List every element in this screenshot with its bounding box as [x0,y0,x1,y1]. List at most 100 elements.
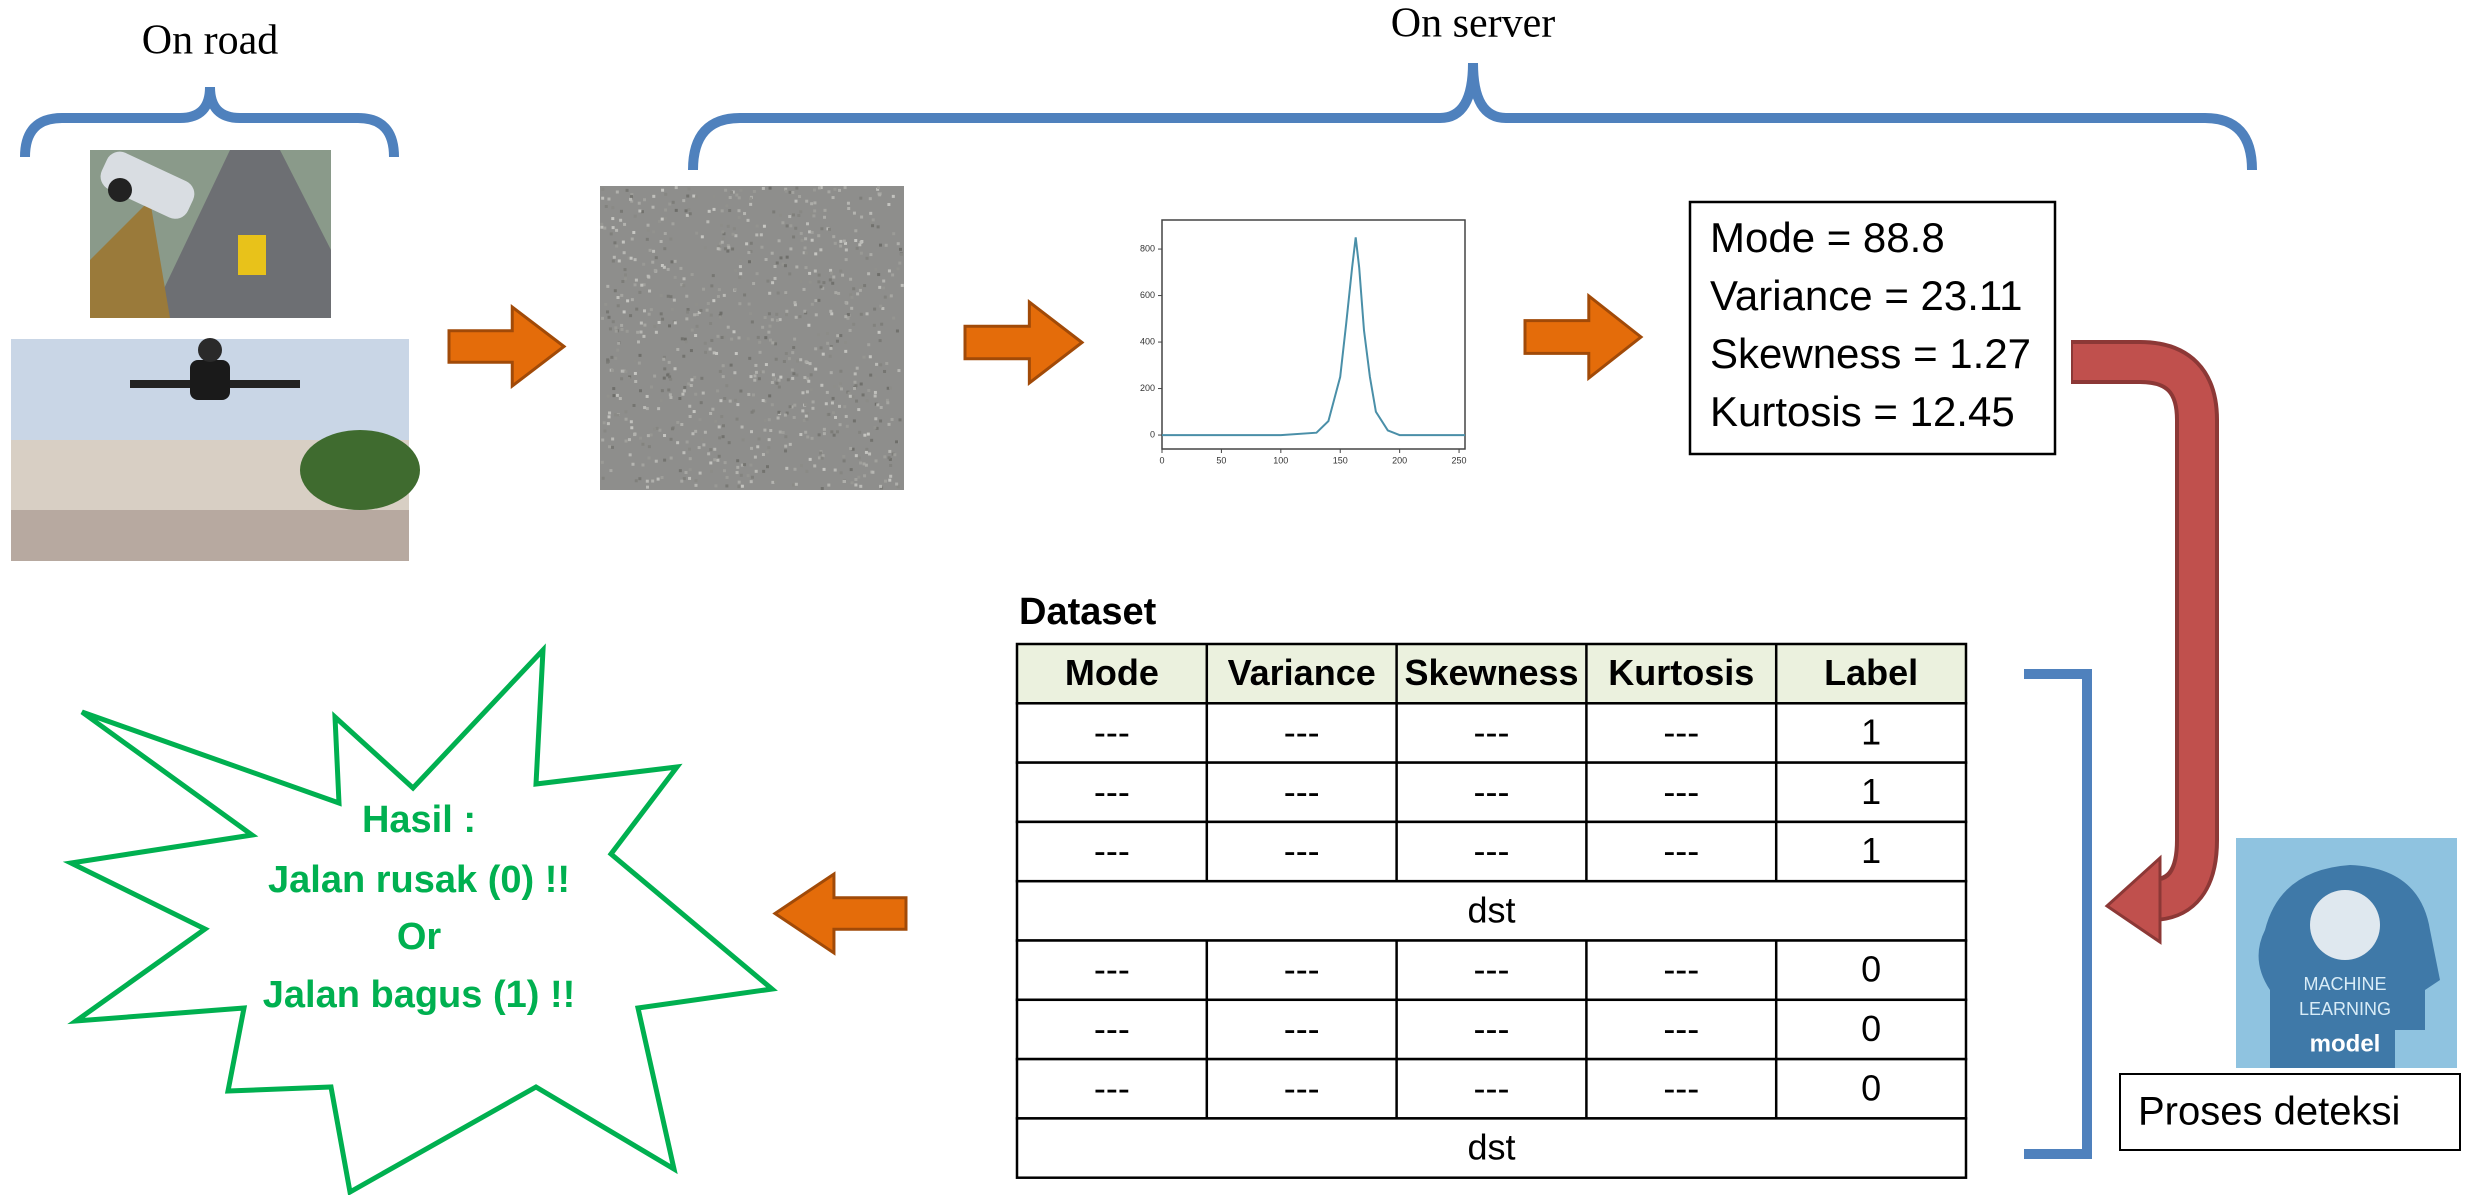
table-cell: --- [1094,1008,1130,1049]
column-header: Label [1824,652,1918,693]
texture-speck [686,440,689,443]
texture-speck [789,224,792,227]
texture-speck [632,463,635,466]
texture-speck [771,281,774,284]
texture-speck [788,215,791,218]
texture-speck [829,355,832,358]
texture-speck [826,332,829,335]
texture-speck [854,478,857,481]
texture-speck [763,429,766,432]
texture-speck [600,223,603,226]
texture-speck [880,323,883,326]
texture-speck [726,476,729,479]
texture-speck [795,187,798,190]
y-tick-label: 800 [1140,243,1155,253]
texture-speck [695,303,698,306]
texture-speck [754,374,757,377]
texture-speck [792,372,795,375]
texture-speck [820,384,823,387]
texture-speck [695,479,698,482]
texture-speck [612,226,615,229]
texture-speck [691,273,694,276]
texture-speck [868,452,871,455]
texture-speck [669,295,672,298]
texture-speck [725,384,728,387]
texture-speck [670,457,673,460]
texture-speck [643,324,646,327]
texture-speck [800,280,803,283]
texture-speck [803,419,806,422]
texture-speck [716,459,719,462]
texture-speck [775,358,778,361]
texture-speck [614,357,617,360]
texture-speck [897,267,900,270]
texture-speck [655,460,658,463]
table-cell: --- [1474,711,1510,752]
texture-speck [687,187,690,190]
texture-speck [804,246,807,249]
texture-speck [867,433,870,436]
texture-speck [761,326,764,329]
texture-speck [741,485,744,488]
texture-speck [845,301,848,304]
page: { "header": {"on_road": "On road", "on_s… [0,0,2470,1195]
texture-speck [801,409,804,412]
texture-speck [722,364,725,367]
texture-speck [601,439,604,442]
texture-speck [784,435,787,438]
texture-speck [653,375,656,378]
texture-speck [851,395,854,398]
texture-speck [843,405,846,408]
texture-speck [775,382,778,385]
texture-speck [848,392,851,395]
texture-speck [901,284,904,287]
flow-arrow [965,302,1082,383]
texture-speck [805,418,808,421]
texture-speck [860,216,863,219]
texture-speck [845,415,848,418]
texture-speck [612,260,615,263]
texture-speck [608,411,611,414]
texture-speck [846,425,849,428]
texture-speck [771,341,774,344]
ml-image-text: model [2310,1030,2381,1057]
road-texture [600,186,904,490]
texture-speck [899,418,902,421]
texture-speck [709,461,712,464]
table-cell: --- [1663,1008,1699,1049]
texture-speck [785,190,788,193]
texture-speck [814,347,817,350]
texture-speck [616,191,619,194]
texture-speck [762,187,765,190]
texture-speck [771,481,774,484]
texture-speck [892,195,895,198]
texture-speck [639,389,642,392]
texture-speck [750,447,753,450]
texture-speck [832,397,835,400]
texture-speck [699,309,702,312]
texture-speck [801,391,804,394]
texture-speck [850,307,853,310]
texture-speck [639,354,642,357]
texture-speck [819,248,822,251]
texture-speck [661,189,664,192]
texture-speck [827,413,830,416]
texture-speck [786,224,789,227]
texture-speck [640,322,643,325]
texture-speck [887,203,890,206]
texture-speck [718,288,721,291]
texture-speck [629,453,632,456]
texture-speck [613,256,616,259]
texture-speck [809,388,812,391]
texture-speck [849,293,852,296]
texture-speck [704,246,707,249]
texture-speck [829,278,832,281]
on-server-brace [693,63,2252,170]
ml-image-text: LEARNING [2299,999,2391,1019]
texture-speck [669,396,672,399]
texture-speck [853,387,856,390]
texture-speck [694,393,697,396]
texture-speck [839,245,842,248]
column-header: Skewness [1404,652,1578,693]
texture-speck [828,228,831,231]
